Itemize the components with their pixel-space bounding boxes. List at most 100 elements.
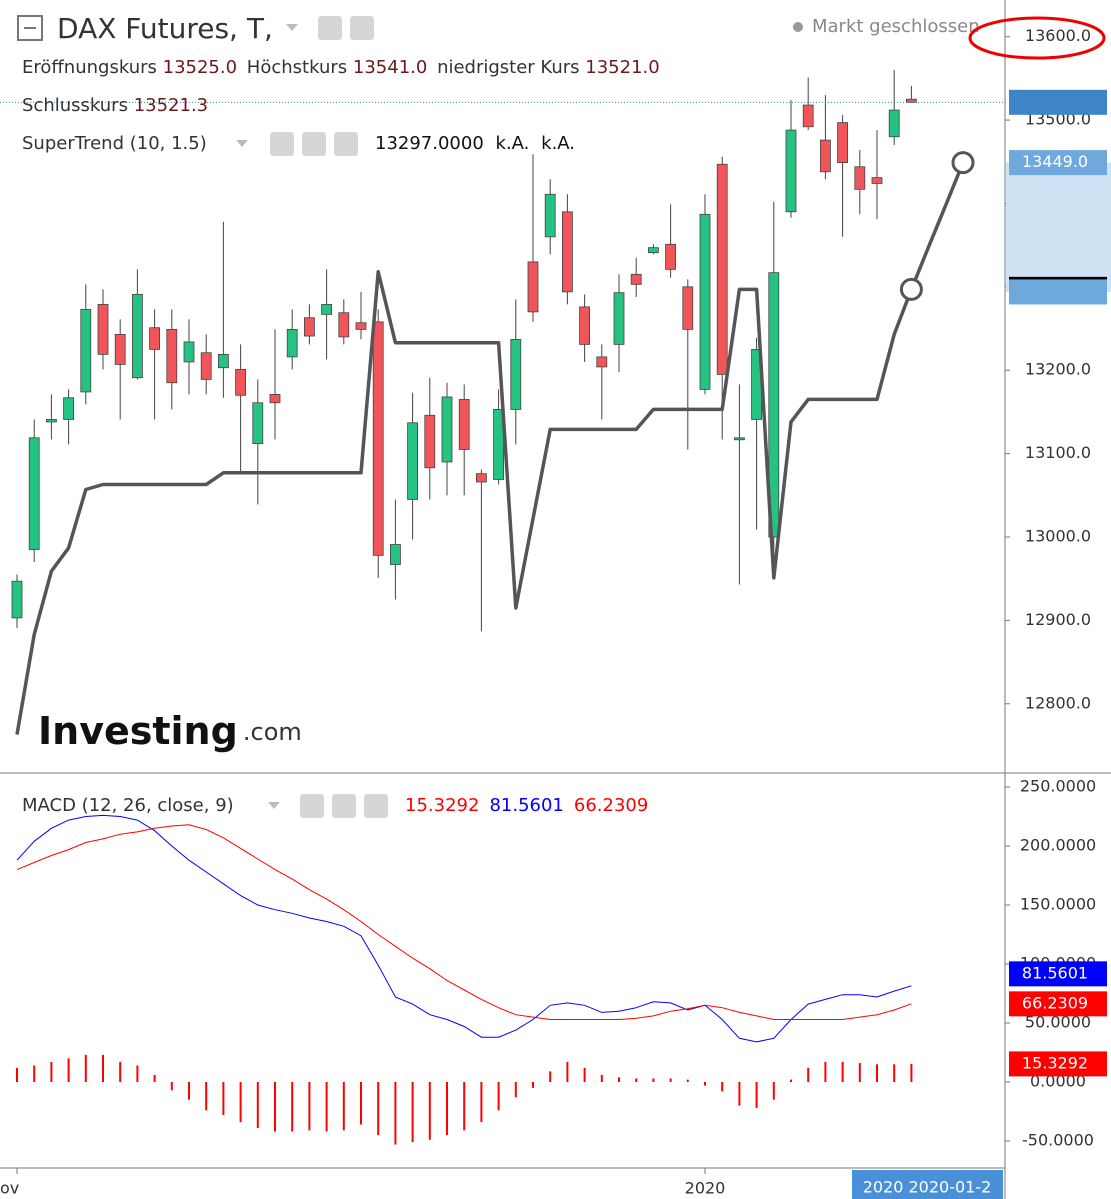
candle-body xyxy=(286,328,298,358)
candle-body xyxy=(699,213,711,390)
candle-body xyxy=(630,273,642,285)
y-tick-label: -50.0000 xyxy=(1022,1130,1094,1149)
candle-body xyxy=(217,353,229,369)
value-badge-label: 15.3292 xyxy=(1022,1053,1088,1072)
candle-body xyxy=(682,286,694,330)
candle-body xyxy=(906,98,917,103)
price-range-band xyxy=(1006,162,1111,292)
candle-body xyxy=(785,129,797,213)
legend-value: 13541.0 xyxy=(353,57,427,78)
legend-value: 13521.0 xyxy=(585,57,659,78)
candle-body xyxy=(355,322,367,330)
candle-body xyxy=(837,122,848,164)
candle-body xyxy=(28,437,40,550)
value-badge xyxy=(1009,1051,1107,1077)
candle-body xyxy=(303,317,315,337)
candle-body xyxy=(200,352,212,380)
settings-icon[interactable] xyxy=(350,16,374,40)
candle-body xyxy=(716,163,728,375)
candle-body xyxy=(802,104,814,128)
candle-body xyxy=(321,303,333,315)
candle-body xyxy=(149,327,161,350)
data-layer xyxy=(0,70,1005,1145)
candle-body xyxy=(820,139,831,173)
settings-icon[interactable] xyxy=(302,132,326,156)
remove-icon[interactable] xyxy=(364,794,388,818)
overlay-layer: 13449.013297.081.560166.230915.32922020 … xyxy=(852,89,1107,1199)
candle-body xyxy=(854,166,866,190)
candle-body xyxy=(11,580,23,619)
y-tick-label: 12900.0 xyxy=(1025,610,1091,629)
price-badge xyxy=(1009,150,1107,176)
y-tick-label: 12800.0 xyxy=(1025,693,1091,712)
candle-body xyxy=(458,399,470,450)
candle-body xyxy=(252,402,264,445)
candle-body xyxy=(131,293,143,379)
value-badge-label: 66.2309 xyxy=(1022,993,1088,1012)
candle-body xyxy=(389,544,401,565)
candle-body xyxy=(665,243,676,270)
candle-body xyxy=(734,437,745,441)
settings-icon[interactable] xyxy=(332,794,356,818)
candle-body xyxy=(424,414,436,469)
supertrend-line xyxy=(15,161,965,735)
y-tick-label: 13100.0 xyxy=(1025,443,1091,462)
price-badge-label: 13449.0 xyxy=(1022,152,1088,171)
legend-label: niedrigster Kurs xyxy=(437,57,579,78)
legend-value: 81.5601 xyxy=(489,795,563,816)
value-badge xyxy=(1009,961,1107,987)
price-badge xyxy=(1009,89,1107,115)
candle-body xyxy=(527,261,539,313)
chart-title: DAX Futures, T, xyxy=(57,12,273,45)
indicator-value: 13297.0000 xyxy=(375,133,484,154)
logo-text: .com xyxy=(243,718,302,746)
logo-text: Investing xyxy=(38,709,238,753)
visibility-icon[interactable] xyxy=(270,132,294,156)
indicator-value: k.A. xyxy=(496,133,530,154)
candle-body xyxy=(871,177,883,184)
remove-icon[interactable] xyxy=(334,132,358,156)
candle-body xyxy=(510,338,522,410)
visibility-icon[interactable] xyxy=(300,794,324,818)
dropdown-icon[interactable] xyxy=(236,140,248,147)
candle-body xyxy=(46,419,57,423)
indicator-values: 13297.0000 k.A. k.A. xyxy=(375,133,575,154)
y-tick-label: 250.0000 xyxy=(1020,777,1096,796)
y-tick-label: 200.0000 xyxy=(1020,836,1096,855)
y-tick-label: 13600.0 xyxy=(1025,26,1091,45)
market-status: Markt geschlossen xyxy=(812,16,980,37)
legend-label: Eröffnungskurs xyxy=(22,57,157,78)
candle-body xyxy=(338,312,350,338)
macd-title: MACD (12, 26, close, 9) xyxy=(22,795,234,816)
visibility-icon[interactable] xyxy=(318,16,342,40)
value-badge-label: 81.5601 xyxy=(1022,963,1088,982)
x-tick-label: 2020 xyxy=(685,1179,726,1198)
y-tick-label: 50.0000 xyxy=(1025,1012,1091,1031)
candle-body xyxy=(768,272,780,538)
supertrend-marker xyxy=(951,151,975,175)
candle-body xyxy=(562,211,573,293)
dropdown-icon[interactable] xyxy=(268,802,280,809)
supertrend-marker xyxy=(899,277,923,301)
cursor-date-label: 2020 2020-01-2 xyxy=(863,1178,992,1197)
collapse-icon[interactable] xyxy=(17,15,43,41)
logo: Investing .com xyxy=(38,709,302,753)
indicator-name: SuperTrend (10, 1.5) xyxy=(22,133,207,154)
price-badge xyxy=(1009,279,1107,305)
candle-body xyxy=(372,321,384,556)
legend-label: Schlusskurs xyxy=(22,95,128,116)
indicator-value: k.A. xyxy=(541,133,575,154)
cursor-date-box xyxy=(852,1170,1003,1199)
y-tick-label: 150.0000 xyxy=(1020,895,1096,914)
candle-body xyxy=(648,247,659,254)
status-dot xyxy=(793,22,803,32)
candle-body xyxy=(407,422,419,500)
candle-body xyxy=(97,303,109,355)
legend-value: 13525.0 xyxy=(163,57,237,78)
candle-body xyxy=(269,394,281,404)
candle-body xyxy=(441,396,453,463)
ohlc-legend: Eröffnungskurs 13525.0 Höchstkurs 13541.… xyxy=(22,57,660,78)
candle-body xyxy=(114,333,126,365)
dropdown-icon[interactable] xyxy=(286,24,298,31)
